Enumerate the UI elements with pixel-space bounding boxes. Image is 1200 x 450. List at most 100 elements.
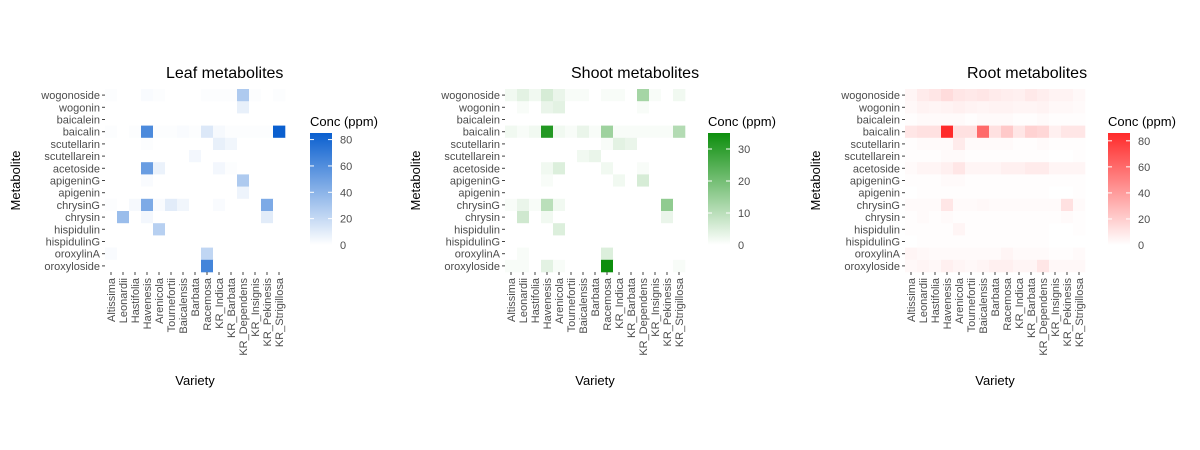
heatmap-cell <box>129 198 142 212</box>
heatmap-cell <box>613 198 626 212</box>
heatmap-cell <box>1013 186 1026 200</box>
x-tick-label: KR_Dependens <box>638 278 650 356</box>
heatmap-cell <box>565 247 578 261</box>
heatmap-cell <box>1001 162 1014 175</box>
y-tick-label: chrysinG <box>57 200 100 212</box>
heatmap-cell <box>965 150 978 163</box>
heatmap-cell <box>673 174 686 187</box>
heatmap-cell <box>637 162 650 175</box>
heatmap-cell <box>965 137 978 151</box>
heatmap-cell <box>1001 101 1014 114</box>
heatmap-cell <box>613 186 626 200</box>
heatmap-cell <box>977 89 990 102</box>
heatmap-cell <box>541 150 554 163</box>
heatmap-cell <box>201 259 214 273</box>
heatmap-cell <box>637 125 650 139</box>
legend-tick-label: 20 <box>738 176 750 188</box>
x-tick-label: Leonardii <box>518 278 530 323</box>
heatmap-cell <box>189 113 202 126</box>
heatmap-cell <box>177 125 190 139</box>
heatmap-cell <box>165 113 178 126</box>
heatmap-cell <box>273 198 286 212</box>
heatmap-cell <box>1025 113 1038 126</box>
x-tick-label: Arenicola <box>154 277 166 324</box>
heatmap-cell <box>1025 150 1038 163</box>
heatmap-cell <box>673 162 686 175</box>
heatmap-cell <box>553 223 566 236</box>
heatmap-cell <box>189 211 202 224</box>
heatmap-cell <box>577 150 590 163</box>
heatmap-cell <box>661 137 674 151</box>
heatmap-cell <box>225 259 238 273</box>
heatmap-cell <box>661 89 674 102</box>
heatmap-cell <box>141 198 154 212</box>
heatmap-cell <box>505 235 518 248</box>
heatmap-cell <box>237 223 250 236</box>
heatmap-cell <box>249 211 262 224</box>
heatmap-cell <box>905 223 918 236</box>
heatmap-cell <box>249 223 262 236</box>
heatmap-cell <box>237 211 250 224</box>
heatmap-cell <box>905 259 918 273</box>
heatmap-cell <box>529 211 542 224</box>
heatmap-cell <box>625 150 638 163</box>
heatmap-cell <box>165 125 178 139</box>
heatmap-cell <box>577 235 590 248</box>
heatmap-cell <box>553 89 566 102</box>
heatmap-cell <box>237 259 250 273</box>
heatmap-cell <box>1013 211 1026 224</box>
heatmap-cell <box>661 174 674 187</box>
heatmap-cell <box>153 247 166 261</box>
x-tick-label: KR_Insignis <box>250 278 262 337</box>
heatmap-cell <box>601 223 614 236</box>
heatmap-cell <box>1037 150 1050 163</box>
heatmap-cell <box>577 211 590 224</box>
x-tick-label: Baicalensis <box>178 278 190 334</box>
x-tick-label: KR_Strigillosa <box>274 277 286 347</box>
heatmap-cell <box>1037 198 1050 212</box>
heatmap-cell <box>625 235 638 248</box>
heatmap-cell <box>589 125 602 139</box>
heatmap-cell <box>1001 259 1014 273</box>
heatmap-cell <box>505 247 518 261</box>
heatmap-cell <box>917 235 930 248</box>
heatmap-cell <box>589 174 602 187</box>
heatmap-cell <box>941 198 954 212</box>
heatmap-cell <box>541 162 554 175</box>
heatmap-cell <box>625 186 638 200</box>
heatmap-cell <box>517 223 530 236</box>
heatmap-cell <box>589 247 602 261</box>
heatmap-cell <box>129 137 142 151</box>
heatmap-cell <box>261 150 274 163</box>
heatmap-cell <box>1037 89 1050 102</box>
heatmap-cell <box>225 174 238 187</box>
heatmap-cell <box>517 211 530 224</box>
x-tick-label: Altissima <box>106 277 118 322</box>
heatmap-cell <box>1073 235 1086 248</box>
heatmap-cell <box>177 137 190 151</box>
heatmap-cell <box>225 101 238 114</box>
heatmap-cell <box>601 113 614 126</box>
heatmap-cell <box>989 125 1002 139</box>
heatmap-cell <box>129 150 142 163</box>
heatmap-cell <box>117 198 130 212</box>
heatmap-cell <box>201 150 214 163</box>
heatmap-cell <box>1037 113 1050 126</box>
heatmap-cell <box>673 198 686 212</box>
heatmap-cell <box>1037 211 1050 224</box>
panel-title: Root metabolites <box>967 65 1087 82</box>
heatmap-cell <box>517 186 530 200</box>
heatmap-cell <box>177 89 190 102</box>
heatmap-cell <box>613 247 626 261</box>
heatmap-cell <box>273 113 286 126</box>
heatmap-cell <box>905 101 918 114</box>
heatmap-cell <box>517 198 530 212</box>
x-tick-label: Havenesis <box>942 278 954 330</box>
heatmap-cell <box>237 174 250 187</box>
heatmap-cell <box>1049 137 1062 151</box>
heatmap-cell <box>613 113 626 126</box>
heatmap-cell <box>141 223 154 236</box>
heatmap-cell <box>541 247 554 261</box>
heatmap-cell <box>577 198 590 212</box>
heatmap-cell <box>201 162 214 175</box>
